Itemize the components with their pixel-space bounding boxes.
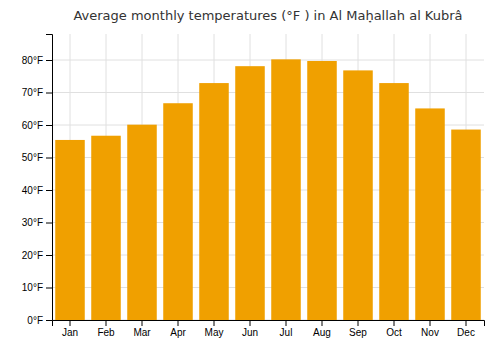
y-tick: 30°F <box>22 217 52 228</box>
x-tick: Mar <box>133 320 151 338</box>
y-tick-mark <box>46 125 52 126</box>
grid-line-y <box>52 92 484 93</box>
bar <box>451 130 481 320</box>
y-tick-mark <box>46 223 52 224</box>
y-tick: 10°F <box>22 282 52 293</box>
grid <box>52 34 484 320</box>
bar <box>199 83 229 320</box>
grid-line-y <box>52 60 484 61</box>
bar <box>91 136 121 320</box>
y-tick: 70°F <box>22 87 52 98</box>
title: Average monthly temperatures (°F ) in Al… <box>73 8 462 23</box>
y-tick: 0°F <box>27 315 52 326</box>
x-tick-mark <box>358 320 359 326</box>
x-tick-mark <box>286 320 287 326</box>
bar <box>127 125 157 320</box>
chart-svg: Average monthly temperatures (°F ) in Al… <box>0 0 500 350</box>
y-tick-label: 40°F <box>22 185 43 196</box>
x-tick-label: Apr <box>170 327 186 338</box>
x-tick: Apr <box>170 320 186 338</box>
x-tick-label: Jul <box>280 327 293 338</box>
x-tick-label: Feb <box>97 327 115 338</box>
x-tick-label: Jan <box>62 327 78 338</box>
bar <box>271 59 301 320</box>
x-tick-mark <box>178 320 179 326</box>
x-tick-label: Oct <box>386 327 402 338</box>
x-tick: Jan <box>62 320 78 338</box>
x-tick-label: May <box>205 327 224 338</box>
x-tick-mark <box>466 320 467 326</box>
y-tick-label: 10°F <box>22 282 43 293</box>
x-tick-mark <box>70 320 71 326</box>
y-tick-mark <box>46 93 52 94</box>
x-tick-label: Nov <box>421 327 439 338</box>
y-tick: 60°F <box>22 120 52 131</box>
x-axis: Jan Feb Mar Apr May Jun Jul Aug Sep Oct Nov Dec <box>53 320 485 338</box>
y-axis: 0°F 10°F 20°F 30°F 40°F 50°F 60°F 70°F 80°F <box>22 35 53 326</box>
y-tick: 20°F <box>22 250 52 261</box>
plot: Jan Feb Mar Apr May Jun Jul Aug Sep Oct Nov Dec 0°F 1… <box>22 34 485 338</box>
bar <box>415 108 445 320</box>
x-tick: Aug <box>313 320 331 338</box>
x-tick: May <box>205 320 224 338</box>
x-tick: Dec <box>457 320 475 338</box>
x-tick-label: Dec <box>457 327 475 338</box>
x-tick: Oct <box>386 320 402 338</box>
y-tick-label: 50°F <box>22 152 43 163</box>
bar <box>379 83 409 320</box>
x-tick-label: Jun <box>242 327 258 338</box>
x-tick-mark <box>106 320 107 326</box>
x-tick-label: Aug <box>313 327 331 338</box>
x-tick-mark <box>322 320 323 326</box>
x-tick-mark <box>142 320 143 326</box>
y-tick-label: 20°F <box>22 250 43 261</box>
bar <box>235 66 265 320</box>
bar <box>55 140 85 320</box>
y-tick-mark <box>46 158 52 159</box>
y-tick-mark <box>46 288 52 289</box>
y-tick: 80°F <box>22 55 52 66</box>
bar <box>307 61 337 320</box>
bars <box>55 59 481 320</box>
bar <box>163 103 193 320</box>
y-tick-label: 60°F <box>22 120 43 131</box>
x-tick: Nov <box>421 320 439 338</box>
bar <box>343 70 373 320</box>
x-tick-mark <box>394 320 395 326</box>
y-tick-mark <box>46 190 52 191</box>
y-axis-line <box>46 35 53 321</box>
x-axis-line <box>53 321 485 327</box>
x-tick: Sep <box>349 320 367 338</box>
y-tick-mark <box>46 320 52 321</box>
x-tick: Jun <box>242 320 258 338</box>
x-tick-mark <box>214 320 215 326</box>
y-tick-label: 30°F <box>22 217 43 228</box>
y-tick-label: 0°F <box>27 315 43 326</box>
x-tick-label: Mar <box>133 327 151 338</box>
y-tick-label: 70°F <box>22 87 43 98</box>
x-tick: Feb <box>97 320 115 338</box>
y-tick: 50°F <box>22 152 52 163</box>
y-tick-label: 80°F <box>22 55 43 66</box>
y-tick-mark <box>46 60 52 61</box>
y-tick: 40°F <box>22 185 52 196</box>
chart-container: Average monthly temperatures (°F ) in Al… <box>0 0 500 350</box>
x-tick-mark <box>430 320 431 326</box>
x-tick: Jul <box>280 320 293 338</box>
x-tick-mark <box>250 320 251 326</box>
y-tick-mark <box>46 255 52 256</box>
x-tick-label: Sep <box>349 327 367 338</box>
